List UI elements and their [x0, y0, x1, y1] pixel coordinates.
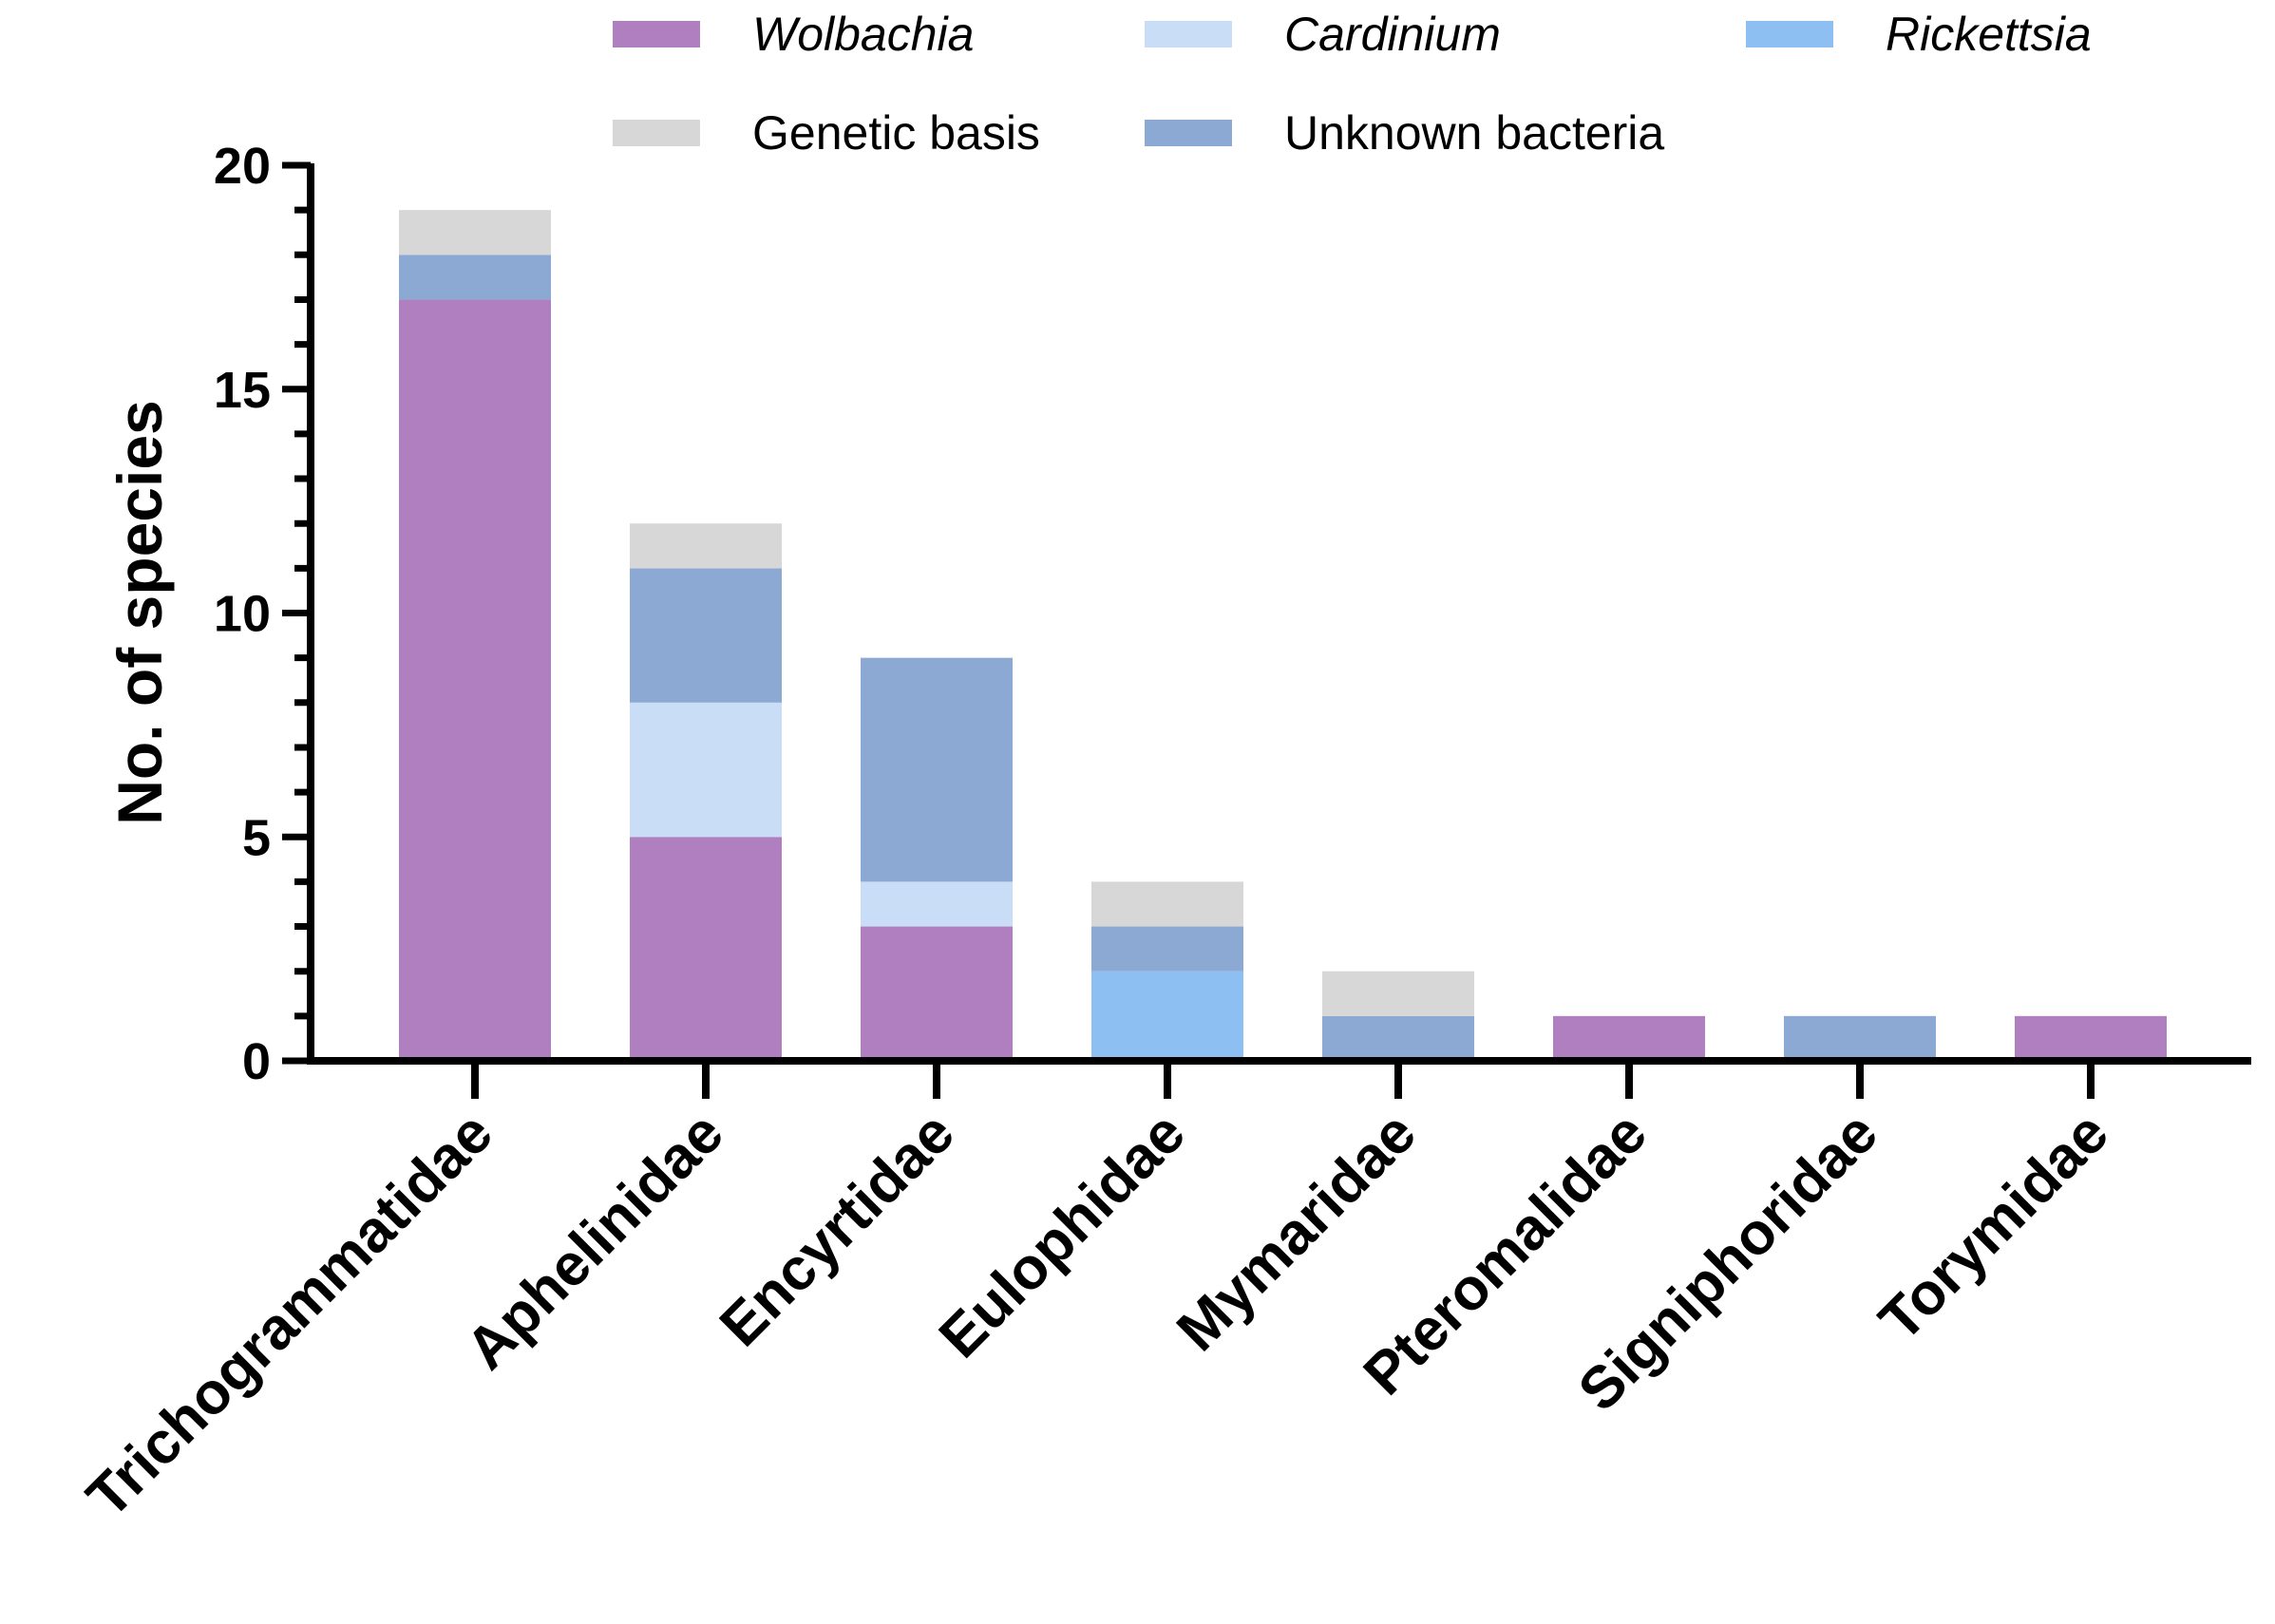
bar-trichogrammatidae-unknown-bacteria [399, 255, 551, 300]
legend-swatch-genetic-basis [613, 120, 700, 146]
bar-encyrtidae-wolbachia [861, 926, 1013, 1061]
legend-label-rickettsia: Rickettsia [1886, 8, 2092, 61]
legend-item-wolbachia: Wolbachia [613, 8, 974, 61]
bar-eulophidae-genetic-basis [1091, 881, 1243, 927]
bar-aphelinidae-wolbachia [630, 837, 782, 1061]
x-tick-label-encyrtidae: Encyrtidae [708, 1100, 967, 1359]
bar-signiphoridae-unknown-bacteria [1784, 1015, 1936, 1061]
y-tick-label-10: 10 [214, 586, 271, 643]
legend-item-rickettsia: Rickettsia [1746, 8, 2092, 61]
bar-mymaridae-unknown-bacteria [1322, 1015, 1474, 1061]
bar-pteromalidae-wolbachia [1553, 1015, 1705, 1061]
y-tick-label-0: 0 [242, 1033, 271, 1090]
bar-trichogrammatidae-genetic-basis [399, 210, 551, 255]
legend-swatch-cardinium [1145, 21, 1232, 47]
legend-label-wolbachia: Wolbachia [752, 8, 974, 61]
legend-item-cardinium: Cardinium [1145, 8, 1501, 61]
bar-eulophidae-rickettsia [1091, 971, 1243, 1061]
y-tick-label-20: 20 [214, 138, 271, 195]
bars-group [399, 210, 2167, 1061]
bar-encyrtidae-unknown-bacteria [861, 657, 1013, 882]
y-axis-title: No. of species [104, 400, 175, 824]
legend-label-cardinium: Cardinium [1284, 8, 1501, 61]
x-tick-label-eulophidae: Eulophidae [927, 1100, 1198, 1370]
bar-mymaridae-genetic-basis [1322, 971, 1474, 1016]
bar-trichogrammatidae-wolbachia [399, 299, 551, 1061]
legend-swatch-wolbachia [613, 21, 700, 47]
bar-aphelinidae-cardinium [630, 702, 782, 838]
bar-torymidae-wolbachia [2015, 1015, 2167, 1061]
legend: Wolbachia Cardinium Rickettsia Genetic basi… [613, 8, 2092, 160]
bar-eulophidae-unknown-bacteria [1091, 926, 1243, 972]
legend-swatch-rickettsia [1746, 21, 1833, 47]
x-tick-label-trichogrammatidae: Trichogrammatidae [75, 1100, 505, 1530]
bar-aphelinidae-unknown-bacteria [630, 568, 782, 703]
bar-aphelinidae-genetic-basis [630, 523, 782, 569]
x-tick-label-torymidae: Torymidae [1867, 1100, 2121, 1353]
legend-label-unknown-bacteria: Unknown bacteria [1284, 106, 1664, 160]
legend-item-genetic-basis: Genetic basis [613, 106, 1040, 160]
legend-swatch-unknown-bacteria [1145, 120, 1232, 146]
y-tick-label-15: 15 [214, 362, 271, 419]
legend-label-genetic-basis: Genetic basis [752, 106, 1040, 160]
y-tick-label-5: 5 [242, 809, 271, 866]
bar-encyrtidae-cardinium [861, 881, 1013, 927]
legend-item-unknown-bacteria: Unknown bacteria [1145, 106, 1664, 160]
